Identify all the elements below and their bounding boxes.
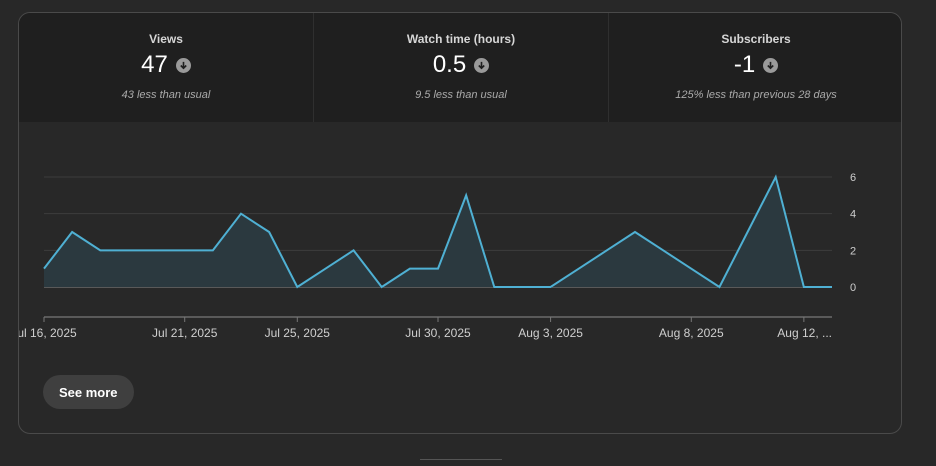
- metric-tab-views[interactable]: Views 47 43 less than usual: [19, 13, 313, 122]
- y-tick-label: 0: [850, 282, 856, 294]
- metric-value: -1: [733, 51, 756, 78]
- x-tick-label: Jul 25, 2025: [265, 326, 331, 340]
- metric-tab-subscribers[interactable]: Subscribers -1 125% less than previous 2…: [608, 13, 901, 122]
- metric-value-row: 0.5: [314, 51, 608, 79]
- metric-tab-watch-time[interactable]: Watch time (hours) 0.5 9.5 less than usu…: [313, 13, 608, 122]
- x-tick-label: Jul 21, 2025: [152, 326, 218, 340]
- x-tick-label: Jul 16, 2025: [19, 326, 77, 340]
- y-tick-label: 2: [850, 245, 856, 257]
- metric-value: 0.5: [432, 51, 467, 78]
- x-tick-label: Jul 30, 2025: [405, 326, 471, 340]
- chart-area: [44, 177, 832, 287]
- arrow-down-circle-icon: [474, 57, 490, 73]
- y-tick-label: 4: [850, 209, 856, 221]
- y-tick-label: 6: [850, 172, 856, 184]
- views-line-chart: 6 4 2 0 Jul 16, 2025 Jul 21, 2025 Jul 25, 2025…: [19, 172, 856, 340]
- analytics-card: Views 47 43 less than usual Watch time (…: [18, 12, 902, 434]
- metric-note: 9.5 less than usual: [415, 89, 507, 101]
- x-tick-label: Aug 12, ...: [777, 326, 832, 340]
- x-tick-label: Aug 8, 2025: [659, 326, 724, 340]
- arrow-down-circle-icon: [175, 57, 191, 73]
- metric-label: Views: [149, 32, 183, 46]
- metric-value-row: -1: [609, 51, 901, 79]
- metric-note: 43 less than usual: [121, 89, 211, 101]
- x-tick-label: Aug 3, 2025: [518, 326, 583, 340]
- series-line: [43, 174, 832, 289]
- arrow-down-circle-icon: [763, 57, 779, 73]
- metric-label: Subscribers: [721, 32, 791, 46]
- metric-value-row: 47: [19, 51, 313, 79]
- metric-tabs: Views 47 43 less than usual Watch time (…: [19, 13, 901, 122]
- metric-label: Watch time (hours): [406, 32, 516, 46]
- metric-note: 125% less than previous 28 days: [675, 89, 837, 101]
- see-more-button[interactable]: See more: [43, 375, 134, 409]
- divider: [420, 459, 502, 460]
- metric-value: 47: [141, 51, 168, 78]
